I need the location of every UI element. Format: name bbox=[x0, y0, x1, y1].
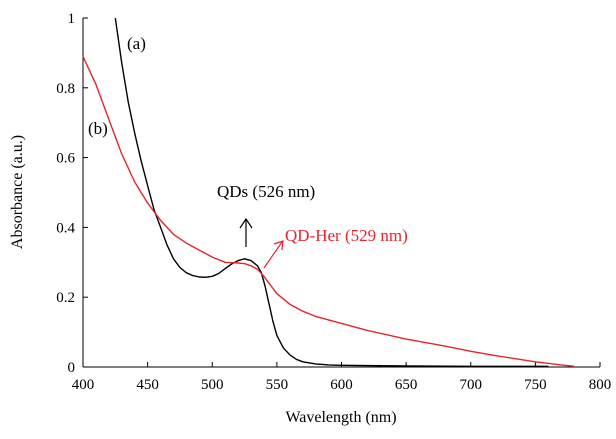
series-line-a bbox=[114, 17, 549, 367]
qds-peak-arrow bbox=[239, 217, 253, 247]
x-tick-label: 400 bbox=[72, 377, 95, 393]
qds-peak-label: QDs (526 nm) bbox=[217, 182, 315, 201]
y-tick-label: 0 bbox=[68, 360, 76, 376]
x-tick-label: 550 bbox=[266, 377, 289, 393]
x-tick-label: 600 bbox=[330, 377, 353, 393]
series-b-label: (b) bbox=[88, 119, 108, 138]
x-tick-label: 650 bbox=[395, 377, 418, 393]
x-tick-label: 800 bbox=[589, 377, 612, 393]
annotations: (a) (b) QDs (526 nm) QD-Her (529 nm) bbox=[88, 34, 408, 269]
y-axis-title: Absorbance (a.u.) bbox=[9, 135, 26, 249]
x-axis-title: Wavelength (nm) bbox=[285, 409, 396, 426]
x-axis-ticks: 400 450 500 550 600 650 700 750 800 bbox=[72, 362, 612, 393]
y-tick-label: 0.2 bbox=[56, 290, 75, 306]
y-axis-ticks: 0 0.2 0.4 0.6 0.8 1 bbox=[56, 11, 88, 376]
x-tick-label: 500 bbox=[201, 377, 224, 393]
y-tick-label: 0.8 bbox=[56, 81, 75, 97]
x-tick-label: 700 bbox=[460, 377, 483, 393]
x-tick-label: 450 bbox=[136, 377, 159, 393]
y-tick-label: 1 bbox=[68, 11, 76, 27]
series-layer bbox=[82, 17, 575, 367]
qd-her-peak-label: QD-Her (529 nm) bbox=[285, 226, 408, 245]
y-tick-label: 0.6 bbox=[56, 151, 75, 167]
x-tick-label: 750 bbox=[524, 377, 547, 393]
plot-area bbox=[82, 18, 600, 368]
qd-her-peak-arrow bbox=[263, 240, 284, 269]
series-line-b bbox=[82, 56, 575, 367]
series-a-label: (a) bbox=[127, 34, 146, 53]
y-tick-label: 0.4 bbox=[56, 220, 75, 236]
